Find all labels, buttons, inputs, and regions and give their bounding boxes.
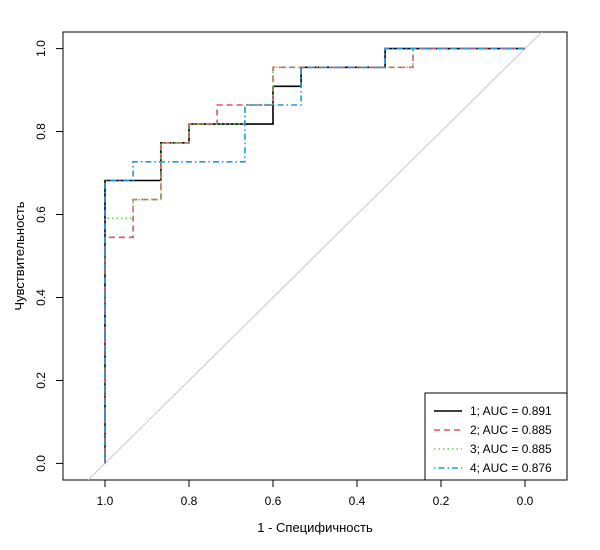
y-tick-label: 0.0 [34, 455, 48, 472]
y-tick-label: 0.6 [34, 206, 48, 223]
x-tick-label: 0.8 [181, 494, 198, 508]
y-tick-label: 0.4 [34, 289, 48, 306]
x-tick-label: 1.0 [97, 494, 114, 508]
series-group [104, 47, 525, 464]
y-axis-label: Чувствительность [12, 201, 27, 310]
x-tick-label: 0.2 [433, 494, 450, 508]
legend-label-4: 4; AUC = 0.876 [470, 461, 552, 475]
roc-curve-series-4 [104, 47, 525, 464]
y-tick-label: 1.0 [34, 40, 48, 57]
y-tick-label: 0.2 [34, 372, 48, 389]
x-tick-label: 0.4 [349, 494, 366, 508]
legend-label-2: 2; AUC = 0.885 [470, 423, 552, 437]
legend-label-1: 1; AUC = 0.891 [470, 404, 552, 418]
roc-curve-series-2 [104, 47, 525, 464]
legend: 1; AUC = 0.891 2; AUC = 0.885 3; AUC = 0.8… [424, 392, 568, 481]
legend-box [424, 392, 568, 481]
reference-diagonal [87, 31, 543, 481]
x-axis: 1.0 0.8 0.6 0.4 0.2 0.0 [97, 479, 534, 508]
x-tick-label: 0.0 [517, 494, 534, 508]
x-axis-label: 1 - Специфичность [257, 520, 373, 535]
legend-label-3: 3; AUC = 0.885 [470, 442, 552, 456]
reference-diagonal-group [87, 31, 543, 481]
x-tick-label: 0.6 [265, 494, 282, 508]
y-tick-label: 0.8 [34, 123, 48, 140]
y-axis: 0.0 0.2 0.4 0.6 0.8 1.0 [34, 40, 64, 472]
